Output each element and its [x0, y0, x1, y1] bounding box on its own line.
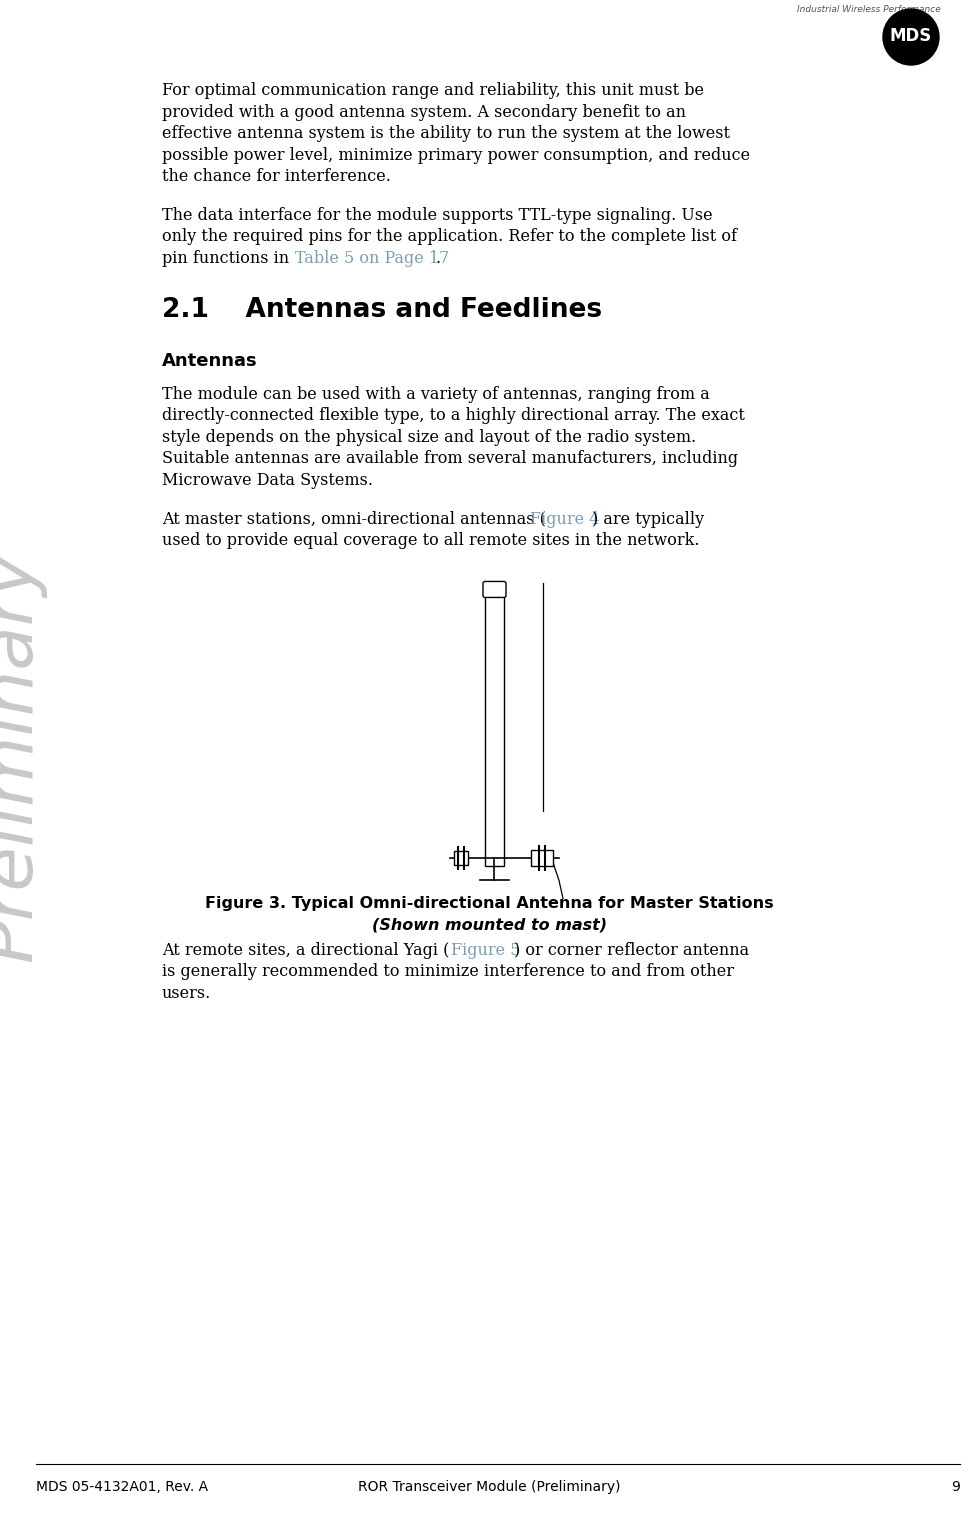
Text: only the required pins for the application. Refer to the complete list of: only the required pins for the applicati… [161, 228, 736, 245]
Text: Industrial Wireless Performance: Industrial Wireless Performance [796, 6, 940, 15]
Text: used to provide equal coverage to all remote sites in the network.: used to provide equal coverage to all re… [161, 533, 699, 549]
Text: provided with a good antenna system. A secondary benefit to an: provided with a good antenna system. A s… [161, 103, 686, 121]
Text: is generally recommended to minimize interference to and from other: is generally recommended to minimize int… [161, 964, 734, 980]
Text: For optimal communication range and reliability, this unit must be: For optimal communication range and reli… [161, 82, 703, 98]
Text: Preliminary: Preliminary [0, 551, 46, 962]
Bar [454, 852, 467, 865]
Text: At master stations, omni-directional antennas (: At master stations, omni-directional ant… [161, 510, 546, 528]
Text: directly-connected flexible type, to a highly directional array. The exact: directly-connected flexible type, to a h… [161, 407, 744, 424]
Bar [484, 592, 504, 867]
Text: possible power level, minimize primary power consumption, and reduce: possible power level, minimize primary p… [161, 147, 749, 163]
Text: Figure 3. Typical Omni-directional Antenna for Master Stations: Figure 3. Typical Omni-directional Anten… [205, 896, 773, 911]
Text: MDS 05-4132A01, Rev. A: MDS 05-4132A01, Rev. A [35, 1480, 207, 1493]
Text: The module can be used with a variety of antennas, ranging from a: The module can be used with a variety of… [161, 386, 709, 402]
Text: Antennas: Antennas [161, 351, 257, 369]
Text: The data interface for the module supports TTL-type signaling. Use: The data interface for the module suppor… [161, 207, 712, 224]
Text: Figure 5: Figure 5 [451, 941, 520, 959]
Text: users.: users. [161, 985, 211, 1002]
Text: Suitable antennas are available from several manufacturers, including: Suitable antennas are available from sev… [161, 451, 737, 468]
Circle shape [882, 9, 938, 65]
Text: 2.1    Antennas and Feedlines: 2.1 Antennas and Feedlines [161, 297, 601, 322]
Text: At remote sites, a directional Yagi (: At remote sites, a directional Yagi ( [161, 941, 449, 959]
Text: (Shown mounted to mast): (Shown mounted to mast) [372, 918, 606, 934]
Text: 9: 9 [951, 1480, 959, 1493]
Text: ) are typically: ) are typically [592, 510, 703, 528]
Text: Figure 4: Figure 4 [529, 510, 599, 528]
Text: ) or corner reflector antenna: ) or corner reflector antenna [513, 941, 748, 959]
Bar [530, 850, 553, 867]
Text: the chance for interference.: the chance for interference. [161, 168, 390, 185]
Text: ROR Transceiver Module (Preliminary): ROR Transceiver Module (Preliminary) [358, 1480, 620, 1493]
Text: pin functions in: pin functions in [161, 250, 294, 266]
Text: .: . [435, 250, 440, 266]
Text: Table 5 on Page 17: Table 5 on Page 17 [294, 250, 449, 266]
Text: style depends on the physical size and layout of the radio system.: style depends on the physical size and l… [161, 428, 695, 446]
FancyBboxPatch shape [482, 581, 506, 598]
Text: Microwave Data Systems.: Microwave Data Systems. [161, 472, 373, 489]
Text: MDS: MDS [889, 27, 931, 45]
Text: effective antenna system is the ability to run the system at the lowest: effective antenna system is the ability … [161, 126, 730, 142]
